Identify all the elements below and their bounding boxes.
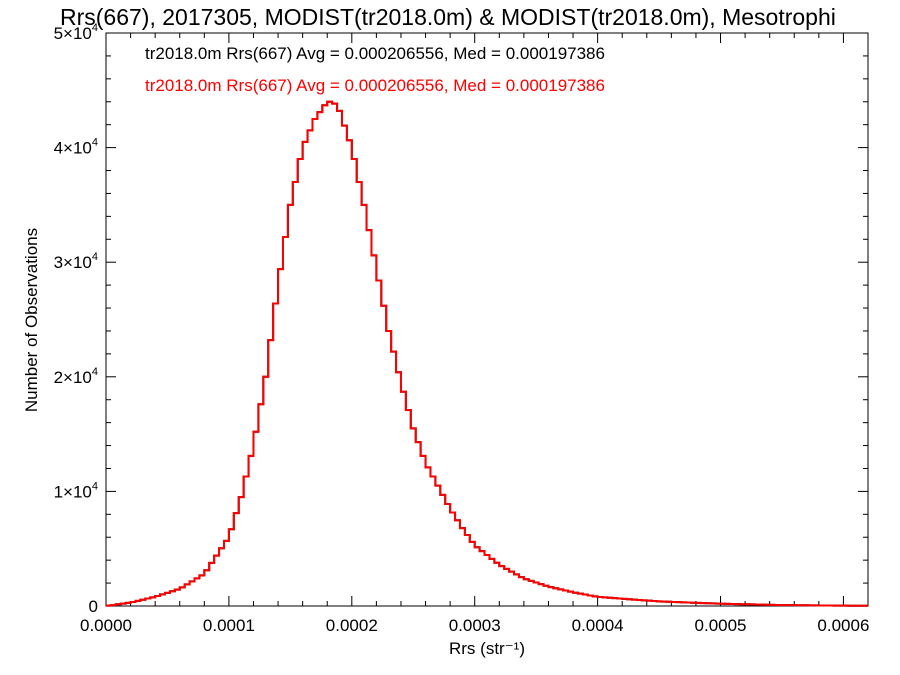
legend-entry-black: tr2018.0m Rrs(667) Avg = 0.000206556, Me… (145, 44, 605, 63)
x-tick-label: 0.0006 (817, 616, 869, 635)
series-line-red (106, 100, 868, 607)
y-tick-label: 1×104 (54, 480, 98, 501)
x-tick-label: 0.0001 (203, 616, 255, 635)
y-tick-label: 3×104 (54, 251, 98, 272)
x-tick-label: 0.0005 (695, 616, 747, 635)
x-tick-label: 0.0004 (572, 616, 624, 635)
x-tick-label: 0.0002 (326, 616, 378, 635)
y-tick-label: 4×104 (54, 137, 98, 158)
x-tick-label: 0.0000 (80, 616, 132, 635)
x-axis-label: Rrs (str⁻¹) (448, 639, 526, 658)
y-axis-label: Number of Observations (22, 227, 41, 413)
series-line-black (106, 100, 868, 607)
x-tick-label: 0.0003 (449, 616, 501, 635)
y-tick-label: 2×104 (54, 366, 98, 387)
legend-entry-red: tr2018.0m Rrs(667) Avg = 0.000206556, Me… (145, 76, 605, 95)
y-tick-label: 0 (89, 597, 98, 616)
chart-title: Rrs(667), 2017305, MODIST(tr2018.0m) & M… (60, 4, 836, 30)
y-tick-label: 5×104 (54, 22, 98, 43)
plot-frame (105, 32, 869, 607)
